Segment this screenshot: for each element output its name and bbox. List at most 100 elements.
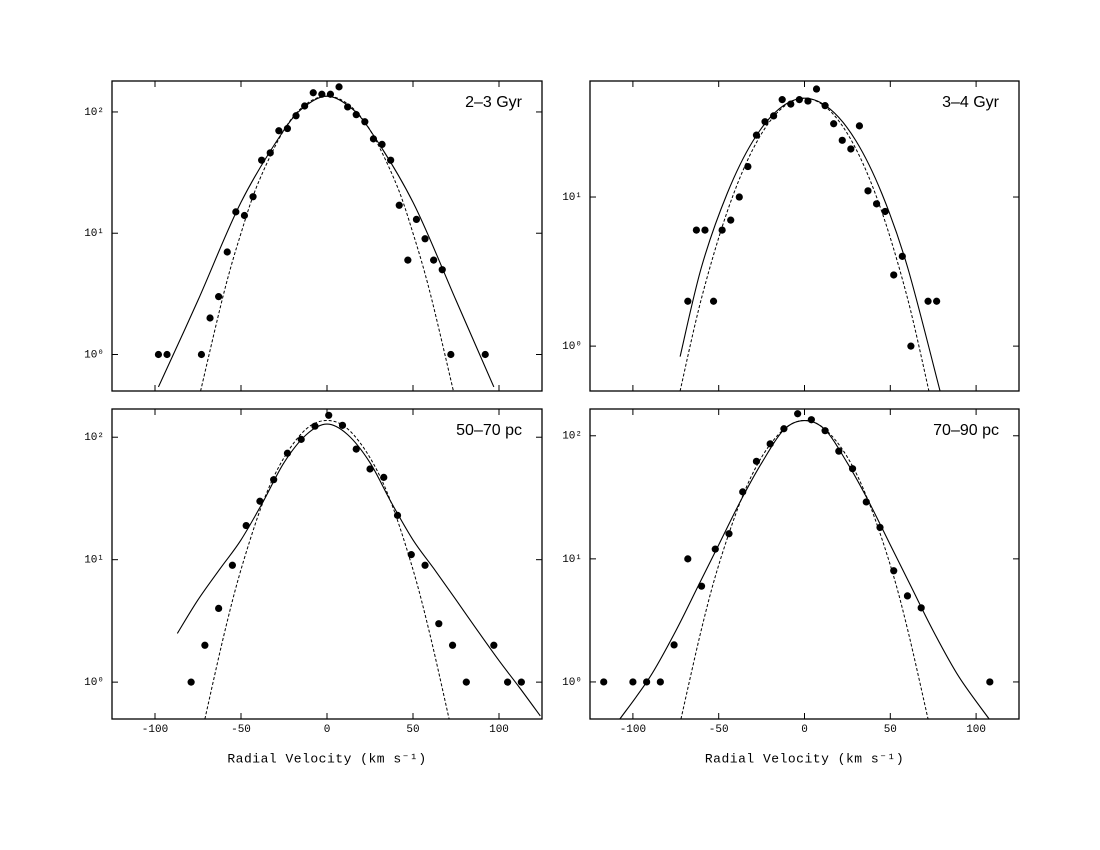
data-point [600,678,608,686]
data-point [872,200,881,208]
x-tick-label: 100 [966,724,986,736]
data-point [701,226,709,234]
plot-frame [589,80,1020,392]
data-point [223,248,231,256]
plot-frame [111,80,543,392]
panel: 10⁰ 10¹ 3–4 Gyr [562,80,1020,392]
data-point [412,215,421,224]
data-point [903,592,912,600]
data-point [684,297,692,305]
data-point [154,350,163,359]
data-point [275,127,283,135]
data-point [727,216,735,224]
plot-frame [111,408,543,720]
x-tick-label: 0 [801,724,808,736]
data-point [812,85,821,93]
data-point [864,187,872,195]
data-point [430,256,438,264]
y-tick-label: 10⁰ [84,677,104,689]
y-tick-label: 10¹ [84,555,104,567]
dashed-curve [679,97,930,391]
data-point [421,235,429,243]
data-point [778,96,786,104]
data-point [855,122,864,130]
data-point [447,350,455,359]
y-tick-label: 10² [84,107,104,119]
x-axis-label: Radial Velocity (km s⁻¹) [705,751,904,766]
data-point [256,497,264,505]
data-point [656,678,664,686]
data-point [448,641,457,649]
data-point [933,297,941,305]
data-point [201,641,209,649]
data-point [718,226,726,234]
y-tick-label: 10⁰ [562,341,582,353]
data-point [187,678,195,686]
y-tick-label: 10² [562,431,582,443]
y-tick-label: 10² [84,432,104,444]
x-tick-label: -50 [709,724,729,736]
data-point [761,118,769,126]
dashed-curve [204,419,450,719]
data-point [407,551,415,559]
panel: -100 -50 0 50 100 10⁰ 10¹ 10² 50–70 pc Radial Vel… [84,408,543,766]
x-axis-label: Radial Velocity (km s⁻¹) [227,751,426,766]
y-tick-label: 10⁰ [562,677,582,689]
data-point [697,582,706,590]
plot-frame [589,408,1020,720]
panel-label: 3–4 Gyr [942,94,1000,111]
data-point [292,112,300,120]
data-point [795,96,803,104]
x-tick-label: -100 [620,724,646,736]
data-point [240,211,249,220]
y-tick-label: 10¹ [562,554,582,566]
data-point [335,83,343,91]
data-point [830,120,838,128]
data-point [881,207,889,216]
panel-label: 70–90 pc [933,422,999,439]
data-point [924,297,932,305]
data-point [838,136,846,144]
data-point [847,145,855,153]
y-tick-label: 10¹ [84,228,104,240]
data-point [352,445,360,453]
solid-curve [176,423,541,717]
data-point [421,561,429,569]
data-point [309,89,317,97]
data-point [752,457,761,465]
data-point [629,678,637,686]
data-point [206,314,214,322]
data-point [435,620,443,628]
x-tick-label: -50 [231,724,251,736]
data-point [197,350,206,359]
data-point [670,641,678,649]
data-point [215,604,223,613]
data-point [684,555,692,563]
data-point [215,293,223,301]
data-point [804,97,812,105]
data-point [163,350,171,359]
data-point [692,226,700,234]
data-point [835,447,843,455]
solid-curve [679,97,941,391]
data-point [735,193,743,201]
x-tick-label: 100 [489,724,509,736]
solid-curve [157,95,495,388]
data-point [490,641,498,649]
x-tick-label: -100 [142,724,168,736]
y-tick-label: 10⁰ [84,349,104,361]
data-point [517,678,525,686]
data-point [366,465,374,473]
data-point [504,678,512,686]
data-point [380,473,388,481]
panel: 10⁰ 10¹ 10² 2–3 Gyr [84,80,543,392]
data-point [338,421,347,429]
x-tick-label: 0 [324,724,331,736]
dashed-curve [200,95,454,391]
x-tick-label: 50 [406,724,419,736]
data-point [907,342,915,350]
data-point [352,111,360,119]
data-point [481,350,489,359]
data-point [462,678,470,686]
data-point [709,297,718,305]
